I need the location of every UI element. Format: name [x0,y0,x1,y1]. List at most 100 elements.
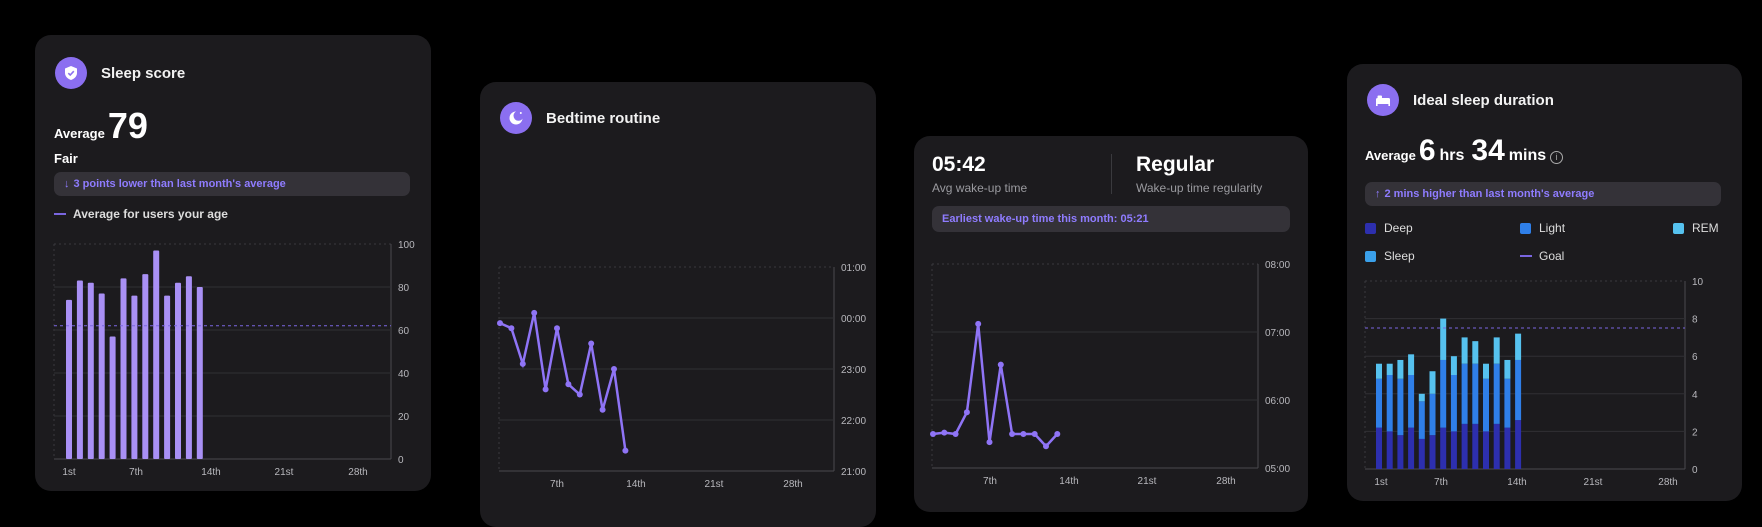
y-tick-label: 01:00 [841,263,866,274]
average-value: 79 [107,105,148,146]
avg-wake-up-label: Avg wake-up time [932,181,1028,195]
rem-segment [1386,363,1393,375]
light-segment [1493,363,1500,424]
rem-segment [1472,341,1479,364]
shield-icon [55,57,87,89]
rem-segment [1483,363,1489,379]
wake-up-point [1031,431,1038,437]
wake-up-card[interactable]: 05:42 Avg wake-up time Regular Wake-up t… [914,136,1308,512]
deep-segment [1504,427,1511,469]
wake-up-point [930,431,936,437]
deep-segment [1376,427,1382,469]
x-tick-label: 7th [1434,477,1448,488]
legend-item-sleep: Sleep [1365,249,1415,263]
wake-up-point [997,361,1004,368]
deep-segment [1418,438,1425,469]
x-tick-label: 14th [1507,477,1526,488]
bedtime-chart: 01:00 00:00 23:00 22:00 21:00 7th 14th 21st 28th [497,263,866,490]
light-swatch [1520,222,1531,234]
wake-up-point [986,439,993,446]
x-tick-label: 1st [1374,477,1388,488]
x-tick-label: 21st [275,467,294,478]
x-tick-label: 14th [626,479,645,490]
score-bar [142,274,149,459]
x-tick-label: 7th [550,479,564,490]
light-segment [1515,359,1522,421]
legend-item-light: Light [1520,221,1565,235]
rem-segment [1397,359,1404,379]
avg-wake-up-value: 05:42 [932,153,986,176]
bedtime-point [622,447,629,454]
bedtime-routine-card[interactable]: Bedtime routine 01:00 00:00 23:00 22:00 21:0… [480,82,876,527]
light-segment [1472,363,1479,424]
deep-segment [1386,431,1393,469]
comparison-note: ↑ 2 mins higher than last month's averag… [1365,182,1721,206]
comparison-note: ↓ 3 points lower than last month's avera… [54,172,410,196]
y-tick-label: 40 [398,369,410,380]
card-title: Bedtime routine [546,109,661,127]
deep-segment [1429,435,1436,469]
card-title: Sleep score [101,64,186,82]
x-tick-label: 7th [983,476,997,487]
rem-segment [1408,354,1415,375]
deep-segment [1408,427,1415,469]
x-tick-label: 28th [1216,476,1235,487]
bedtime-line [499,312,627,451]
sleep-swatch [1365,250,1376,262]
deep-swatch [1365,222,1376,234]
y-tick-label: 4 [1692,390,1698,401]
wake-up-point [952,431,959,437]
light-segment [1386,375,1393,432]
score-bar [164,295,171,459]
score-bar [76,280,83,459]
y-tick-label: 20 [398,412,410,423]
regularity-value: Regular [1136,153,1215,176]
y-tick-label: 8 [1692,315,1698,326]
x-tick-label: 14th [1059,476,1078,487]
bedtime-point [531,309,538,316]
y-tick-label: 23:00 [841,365,866,376]
light-segment [1408,375,1415,428]
y-tick-label: 100 [398,240,415,251]
wake-up-line [932,323,1059,449]
bedtime-point [565,381,572,388]
score-bar [109,336,116,459]
score-bar [87,282,94,459]
y-tick-label: 2 [1692,427,1698,438]
rem-segment [1515,333,1522,360]
rem-segment [1493,337,1500,364]
info-icon[interactable]: i [1550,151,1564,164]
rem-segment [1418,393,1425,402]
rem-segment [1440,318,1447,360]
legend-item-rem: REM [1673,221,1719,235]
goal-dash-icon [1520,255,1532,257]
light-segment [1440,359,1447,428]
rem-segment [1461,337,1468,364]
light-segment [1504,378,1511,428]
wake-up-point [975,320,982,327]
score-bar [131,295,138,459]
rem-segment [1376,363,1382,379]
wake-up-point [1043,443,1049,450]
wake-up-point [941,429,948,436]
rem-segment [1450,356,1457,375]
deep-segment [1461,423,1468,469]
light-segment [1461,363,1468,424]
legend-item-deep: Deep [1365,221,1413,235]
regularity-label: Wake-up time regularity [1136,181,1263,195]
y-tick-label: 07:00 [1265,328,1290,339]
average-label: Average [54,126,105,141]
rem-swatch [1673,222,1684,234]
sleep-score-card[interactable]: Sleep score Average 79 Fair ↓ 3 points l… [35,35,431,491]
bedtime-point [588,340,595,347]
wake-up-chart: 08:00 07:00 06:00 05:00 7th 14th 21st 28th [930,260,1290,487]
wake-up-point [1054,431,1061,437]
bed-icon [1367,84,1399,116]
light-segment [1376,378,1382,428]
x-tick-label: 7th [129,467,143,478]
bedtime-point [497,320,503,327]
y-tick-label: 10 [1692,277,1704,288]
light-segment [1483,378,1489,432]
ideal-sleep-duration-card[interactable]: Ideal sleep duration Average 6 hrs 34 mi… [1347,64,1742,501]
dashed-line-icon [54,213,66,215]
